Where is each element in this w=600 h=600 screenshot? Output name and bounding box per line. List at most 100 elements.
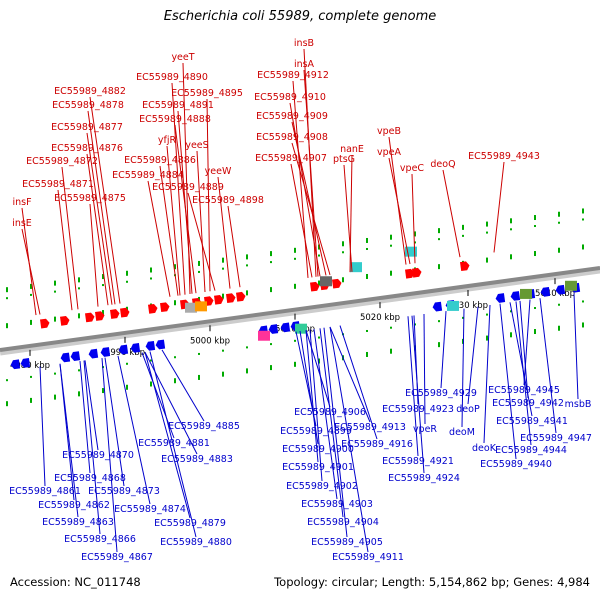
track-tick (438, 238, 440, 241)
forward-leader-line (290, 163, 313, 278)
reverse-gene-arrow (510, 291, 521, 301)
scale-label: 5030 kbp (448, 301, 488, 311)
forward-leader-line (159, 165, 179, 296)
forward-gene-label: EC55989_4898 (192, 195, 264, 206)
track-tick (150, 381, 152, 387)
forward-gene-label: EC55989_4875 (54, 193, 126, 204)
reverse-leader-line (407, 316, 419, 457)
track-tick (246, 368, 248, 374)
forward-leader-line (411, 173, 416, 264)
track-tick (510, 310, 512, 313)
track-tick (582, 208, 584, 214)
track-tick (318, 254, 320, 257)
track-tick (78, 287, 80, 290)
track-tick (558, 325, 560, 331)
reverse-leader-line (329, 326, 371, 423)
forward-gene-label: insF (12, 197, 31, 208)
track-tick (294, 283, 296, 289)
reverse-gene-label: EC55989_4941 (496, 416, 568, 427)
forward-gene-label: EC55989_4889 (152, 182, 224, 193)
track-tick (102, 388, 104, 394)
track-tick (270, 251, 272, 257)
track-tick (150, 267, 152, 273)
reverse-leader-line (161, 349, 205, 422)
feature-block (565, 280, 577, 291)
forward-gene-label: EC55989_4878 (52, 100, 124, 111)
forward-gene-label: EC55989_4872 (26, 156, 98, 167)
track-tick (534, 307, 536, 310)
track-tick (486, 221, 488, 227)
track-tick (462, 234, 464, 237)
track-tick (534, 251, 536, 257)
forward-gene-label: EC55989_4907 (255, 153, 327, 164)
track-tick (486, 335, 488, 341)
reverse-leader-line (519, 300, 529, 399)
track-tick (54, 316, 56, 322)
forward-leader-line (442, 169, 461, 258)
reverse-leader-line (539, 298, 557, 434)
track-tick (150, 359, 152, 362)
forward-leader-line (171, 82, 186, 295)
forward-leader-line (174, 124, 197, 294)
forward-gene-label: EC55989_4882 (54, 86, 126, 97)
forward-leader-line (166, 145, 181, 296)
track-tick (246, 290, 248, 296)
track-tick (6, 297, 8, 300)
track-tick (102, 274, 104, 280)
reverse-leader-line (313, 329, 338, 500)
reverse-gene-arrow (118, 344, 129, 355)
reverse-leader-line (319, 328, 344, 518)
track-tick (150, 277, 152, 280)
reverse-leader-line (440, 311, 447, 389)
track-tick (558, 211, 560, 217)
forward-gene-label: ptsG (333, 154, 355, 165)
track-tick (246, 346, 248, 349)
reverse-gene-label: EC55989_4924 (388, 473, 460, 484)
reverse-leader-line (83, 360, 101, 535)
forward-leader-line (303, 69, 319, 277)
forward-gene-label: EC55989_4891 (142, 100, 214, 111)
feature-block (447, 300, 459, 311)
forward-gene-arrow (236, 291, 246, 302)
track-tick (174, 356, 176, 359)
reverse-gene-label: EC55989_4944 (495, 445, 567, 456)
forward-gene-label: insA (294, 59, 315, 70)
track-tick (510, 332, 512, 338)
reverse-gene-label: EC55989_4929 (405, 388, 477, 399)
forward-gene-label: vpeA (377, 147, 401, 158)
forward-gene-arrow (160, 302, 170, 313)
track-tick (198, 260, 200, 266)
reverse-gene-arrow (155, 339, 166, 350)
reverse-leader-line (339, 325, 378, 440)
reverse-gene-arrow (20, 358, 31, 368)
scale-label: 5040 kbp (535, 289, 575, 299)
track-tick (270, 365, 272, 371)
reverse-leader-line (117, 355, 151, 505)
forward-leader-line (493, 161, 505, 253)
forward-gene-arrow (60, 315, 70, 326)
reverse-leader-line (149, 351, 197, 538)
track-tick (222, 293, 224, 299)
track-tick (102, 310, 104, 316)
reverse-leader-line (141, 352, 175, 439)
reverse-leader-line (309, 329, 323, 482)
reverse-leader-line (39, 366, 46, 487)
track-tick (438, 320, 440, 323)
forward-gene-arrow (95, 311, 105, 321)
reverse-gene-arrow (70, 351, 81, 361)
scale-label: 5000 kbp (190, 336, 230, 346)
track-tick (414, 323, 416, 326)
track-tick (294, 257, 296, 260)
track-tick (534, 225, 536, 228)
reverse-gene-label: EC55989_4942 (492, 398, 564, 409)
accession-text: Accession: NC_011748 (10, 575, 141, 589)
reverse-leader-line (329, 326, 369, 553)
reverse-leader-line (59, 363, 79, 518)
reverse-gene-label: EC55989_4913 (334, 422, 406, 433)
forward-gene-label: EC55989_4908 (256, 132, 328, 143)
reverse-gene-arrow (145, 340, 156, 351)
reverse-leader-line (523, 299, 531, 386)
track-tick (462, 224, 464, 230)
reverse-leader-line (305, 330, 331, 408)
forward-gene-arrow (214, 294, 224, 305)
